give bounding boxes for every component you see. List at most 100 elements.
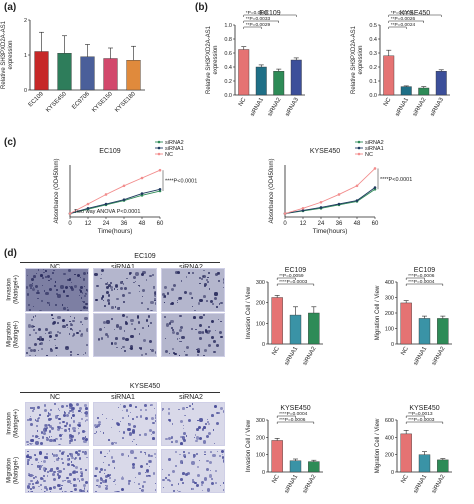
cell-speck [202, 440, 207, 444]
cell-speck [145, 353, 147, 355]
y-axis-label-d2: Migration Cell / View [375, 285, 381, 340]
cell-speck [29, 286, 32, 289]
y-tick-label-d3: 0 [262, 470, 265, 476]
cell-speck [170, 301, 175, 306]
cell-speck [122, 410, 124, 412]
cell-speck [150, 416, 154, 420]
cell-speck [74, 488, 78, 492]
x-tick-label-b2-3: siRNA3 [430, 96, 446, 117]
y-tick-label-d1: 0 [262, 342, 265, 348]
cell-speck [54, 415, 58, 419]
series-line-c2-siRNA1 [284, 187, 376, 214]
bar-a-0 [34, 51, 49, 91]
cell-speck [128, 432, 132, 436]
cell-speck [84, 420, 87, 422]
cell-speck [86, 289, 88, 293]
cell-speck [123, 350, 127, 353]
micrograph-title-1: KYSE450 [129, 383, 161, 390]
cell-speck [29, 406, 32, 409]
cell-speck [139, 415, 143, 418]
legend-label-c1-siRNA1: siRNA1 [165, 146, 184, 152]
cell-speck [67, 326, 69, 328]
cell-speck [97, 337, 101, 341]
cell-speck [80, 474, 83, 477]
cell-speck [54, 403, 56, 405]
cell-speck [197, 465, 200, 468]
cell-speck [167, 474, 170, 477]
cell-speck [178, 328, 183, 333]
y-axis-label-b1: Relative SH3PXD2A-AS1 [206, 25, 212, 94]
cell-speck [61, 461, 65, 465]
cell-speck [206, 300, 208, 302]
micrograph-row-label-0-1: Migration [6, 322, 13, 347]
cell-speck [60, 487, 63, 489]
cell-speck [68, 430, 71, 432]
cell-speck [76, 470, 79, 473]
cell-speck [191, 478, 194, 481]
cell-speck [178, 355, 181, 356]
cell-speck [140, 347, 142, 350]
cell-speck [43, 409, 47, 413]
cell-speck [193, 454, 196, 458]
cell-speck [53, 478, 57, 482]
cell-speck [197, 355, 199, 356]
cell-speck [206, 418, 208, 420]
cell-speck [107, 474, 111, 478]
x-tick-label-b2-2: siRNA2 [412, 96, 428, 117]
cell-speck [84, 294, 87, 297]
cell-speck [68, 286, 70, 288]
cell-speck [33, 474, 35, 477]
cell-speck [195, 427, 199, 431]
cell-speck [164, 286, 167, 289]
cell-speck [179, 314, 182, 318]
cell-speck [51, 467, 54, 470]
cell-speck [204, 285, 207, 287]
cell-speck [94, 272, 98, 276]
cell-speck [44, 486, 47, 489]
cell-speck [183, 438, 187, 442]
cell-speck [179, 453, 181, 456]
cell-speck [210, 336, 214, 340]
cell-speck [168, 420, 171, 423]
series-point-c2-siRNA1-5 [373, 186, 377, 189]
cell-speck [213, 350, 216, 354]
cell-speck [69, 440, 72, 443]
cell-speck [45, 426, 49, 429]
cell-speck [128, 480, 131, 483]
legend-marker-c1-NC [157, 152, 161, 156]
cell-speck [118, 430, 121, 433]
cell-speck [155, 489, 156, 492]
cell-speck [150, 454, 153, 457]
cell-speck [167, 479, 170, 482]
cell-speck [102, 299, 104, 301]
cell-speck [50, 491, 52, 492]
cell-speck [204, 329, 208, 332]
cell-speck [70, 316, 72, 318]
cell-speck [51, 272, 55, 275]
cell-speck [151, 349, 154, 353]
cell-speck [78, 409, 82, 413]
bar-d4-1 [418, 454, 431, 473]
cell-speck [107, 452, 109, 454]
cell-speck [117, 423, 121, 426]
cell-speck [107, 283, 111, 287]
cell-speck [206, 488, 211, 492]
cell-speck [74, 458, 77, 461]
cell-speck [66, 477, 69, 480]
cell-speck [38, 465, 42, 468]
cell-speck [218, 303, 220, 305]
series-point-c1-NC-0 [68, 212, 72, 215]
cell-speck [196, 483, 200, 487]
cell-speck [129, 404, 133, 408]
cell-speck [81, 291, 84, 294]
cell-speck [149, 428, 152, 432]
x-tick-label-a-4: KYSE180 [114, 91, 137, 114]
cell-speck [149, 349, 151, 351]
cell-speck [48, 436, 51, 438]
cell-speck [122, 283, 124, 285]
cell-speck [171, 441, 173, 444]
cell-speck [155, 482, 156, 484]
cell-speck [57, 457, 60, 459]
y-axis-label-b2: Relative SH3PXD2A-AS1 [351, 25, 357, 94]
cell-speck [182, 482, 185, 485]
